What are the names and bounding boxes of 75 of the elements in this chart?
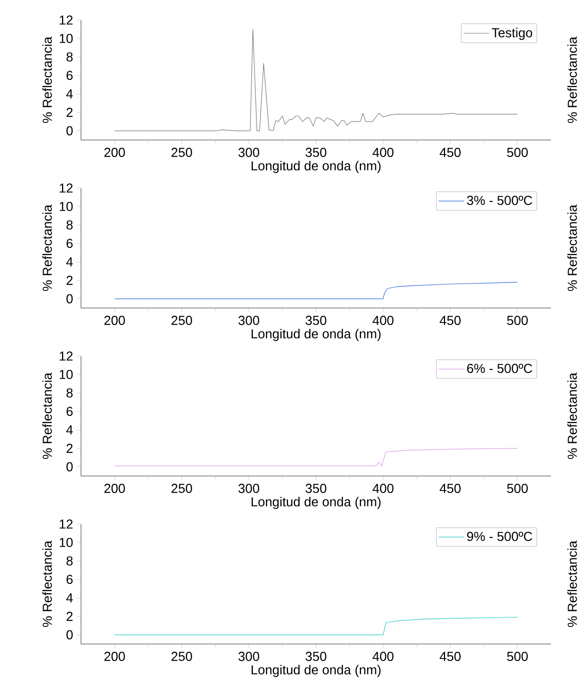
y-tick-label: 4 xyxy=(66,89,73,98)
legend-label: 3% - 500ºC xyxy=(466,196,532,206)
x-axis-title: Longitud de onda (nm) xyxy=(252,664,380,677)
legend-label: Testigo xyxy=(492,28,532,40)
x-tick-label: 300 xyxy=(238,484,260,493)
y-tick-label: 2 xyxy=(66,276,72,285)
x-axis-title: Longitud de onda (nm) xyxy=(252,496,380,509)
y-tick-label: 4 xyxy=(66,593,73,602)
y-tick-label: 10 xyxy=(60,202,73,212)
y-axis-title: % Reflectancia xyxy=(42,540,52,627)
y-tick-label: 6 xyxy=(66,406,73,416)
y-tick-label: 6 xyxy=(66,70,73,80)
y-axis-title: % Reflectancia xyxy=(42,36,52,123)
x-tick-label: 350 xyxy=(306,652,326,661)
y-tick-label: 0 xyxy=(66,294,73,304)
y-tick-label: 4 xyxy=(66,425,73,434)
y-axis-title: % Reflectancia xyxy=(42,204,52,291)
x-tick-label: 250 xyxy=(171,652,192,661)
line-series xyxy=(114,282,518,300)
x-tick-label: 500 xyxy=(506,484,528,493)
x-tick-label: 400 xyxy=(372,316,394,325)
y-tick-label: 10 xyxy=(60,370,73,380)
x-tick-label: 350 xyxy=(306,148,326,157)
x-tick-label: 300 xyxy=(238,148,260,157)
legend-label: 9% - 500ºC xyxy=(467,532,532,542)
x-tick-label: 200 xyxy=(104,484,125,493)
y-tick-label: 10 xyxy=(60,34,73,44)
x-tick-label: 400 xyxy=(372,484,394,493)
x-tick-label: 300 xyxy=(238,652,260,661)
x-tick-label: 250 xyxy=(171,316,192,325)
y2-axis-title: % Reflectancia xyxy=(567,372,577,459)
y2-axis-title: % Reflectancia xyxy=(567,540,577,627)
x-tick-label: 450 xyxy=(440,316,460,325)
x-tick-label: 200 xyxy=(104,652,125,661)
x-tick-label: 200 xyxy=(104,148,125,157)
x-tick-label: 500 xyxy=(506,148,528,157)
line-series xyxy=(114,616,518,636)
x-axis-title: Longitud de onda (nm) xyxy=(252,328,380,341)
x-tick-label: 350 xyxy=(306,484,326,493)
y-tick-label: 10 xyxy=(60,538,73,548)
y-tick-label: 8 xyxy=(66,556,73,566)
x-tick-label: 450 xyxy=(440,484,460,493)
y-tick-label: 12 xyxy=(60,15,72,25)
y-tick-label: 0 xyxy=(66,126,73,136)
y-tick-label: 6 xyxy=(66,238,73,248)
x-tick-label: 300 xyxy=(238,316,260,325)
x-tick-label: 450 xyxy=(440,148,460,157)
y-tick-label: 12 xyxy=(60,519,72,529)
y-tick-label: 2 xyxy=(66,612,72,621)
y-tick-label: 8 xyxy=(66,388,73,398)
y-tick-label: 4 xyxy=(66,257,73,266)
x-tick-label: 500 xyxy=(506,316,528,325)
x-tick-label: 400 xyxy=(372,148,394,157)
y-tick-label: 0 xyxy=(66,630,73,640)
y2-axis-title: % Reflectancia xyxy=(567,36,577,123)
x-tick-label: 200 xyxy=(104,316,125,325)
x-tick-label: 450 xyxy=(440,652,460,661)
x-tick-label: 250 xyxy=(171,148,192,157)
y-tick-label: 8 xyxy=(66,52,73,62)
y-tick-label: 8 xyxy=(66,220,73,230)
x-tick-label: 400 xyxy=(372,652,394,661)
y-tick-label: 2 xyxy=(66,444,72,453)
legend-label: 6% - 500ºC xyxy=(467,364,532,374)
y-axis-title: % Reflectancia xyxy=(42,372,52,459)
y-tick-label: 12 xyxy=(60,351,72,361)
y-tick-label: 6 xyxy=(66,574,73,584)
y2-axis-title: % Reflectancia xyxy=(567,204,577,291)
x-tick-label: 350 xyxy=(306,316,326,325)
y-tick-label: 2 xyxy=(66,108,72,117)
y-tick-label: 0 xyxy=(66,462,73,472)
y-tick-label: 12 xyxy=(60,183,72,193)
x-tick-label: 250 xyxy=(171,484,192,493)
x-tick-label: 500 xyxy=(506,652,528,661)
line-series xyxy=(114,448,518,466)
x-axis-title: Longitud de onda (nm) xyxy=(252,160,380,173)
